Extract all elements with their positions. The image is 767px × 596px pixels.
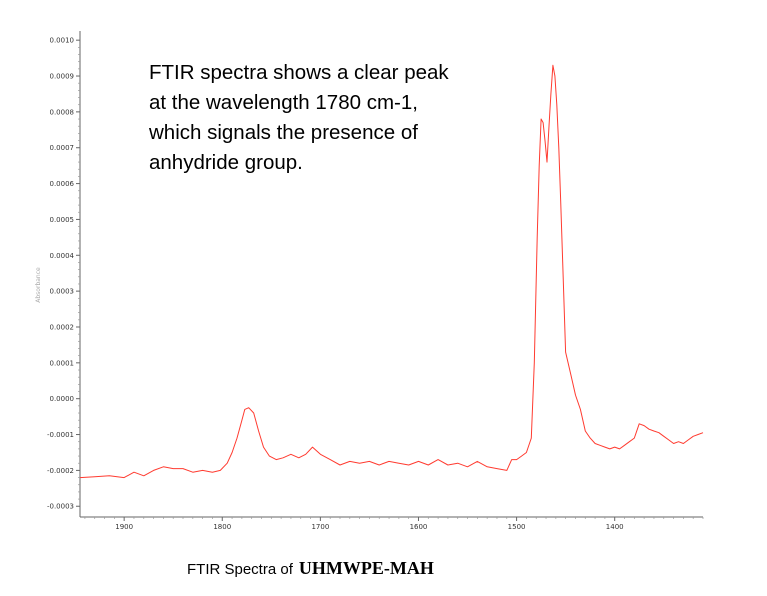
y-tick-label: 0.0003 <box>50 288 75 296</box>
y-axis-label: Absorbance <box>35 267 42 303</box>
spectrum-line-0 <box>79 64 704 479</box>
x-tick-label: 1600 <box>410 523 428 531</box>
y-tick-label: -0.0001 <box>47 431 74 439</box>
y-tick-label: 0.0004 <box>50 252 75 260</box>
y-tick-label: 0.0007 <box>50 144 75 152</box>
y-tick-label: 0.0008 <box>50 108 75 116</box>
x-axis-ticks: 1900 1800 1700 1600 1500 1400 <box>84 517 704 531</box>
y-tick-label: -0.0002 <box>47 467 74 475</box>
x-tick-label: 1700 <box>311 523 329 531</box>
y-tick-label: 0.0006 <box>50 180 75 188</box>
y-tick-label: 0.0002 <box>50 323 75 331</box>
y-tick-label: 0.0001 <box>50 359 75 367</box>
annotation-text: FTIR spectra shows a clear peak at the w… <box>149 61 449 174</box>
y-tick-label: -0.0003 <box>47 503 74 511</box>
x-tick-label: 1400 <box>606 523 624 531</box>
chart-series <box>79 64 704 479</box>
x-tick-label: 1800 <box>213 523 231 531</box>
y-axis-ticks: 0.0010 0.0009 0.0008 0.0007 0.0006 0.0005 0.00… <box>47 37 80 511</box>
figure-caption: FTIR Spectra of UHMWPE-MAH <box>187 558 434 579</box>
caption-prefix: FTIR Spectra of <box>187 561 293 578</box>
x-tick-label: 1500 <box>508 523 526 531</box>
y-tick-label: 0.0009 <box>50 73 75 81</box>
x-tick-label: 1900 <box>115 523 133 531</box>
y-tick-label: 0.0000 <box>50 395 75 403</box>
y-tick-label: 0.0005 <box>50 216 75 224</box>
caption-sample-name: UHMWPE-MAH <box>298 558 434 578</box>
y-tick-label: 0.0010 <box>50 37 75 45</box>
